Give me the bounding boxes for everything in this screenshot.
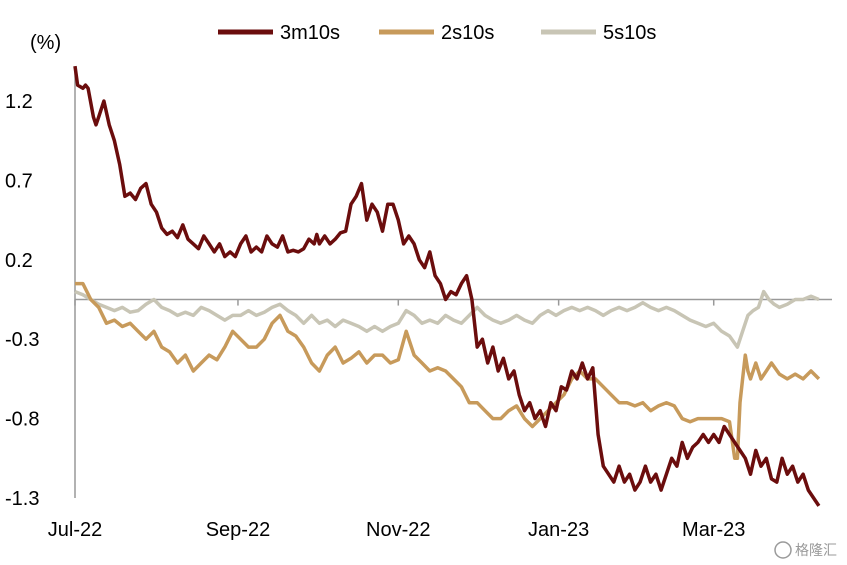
y-axis-label: (%) (30, 32, 61, 54)
x-tick-label: Nov-22 (366, 519, 430, 541)
x-axis-ticks: Jul-22 Sep-22 Nov-22 Jan-23 Mar-23 (48, 299, 745, 541)
legend-label-2s10s: 2s10s (441, 22, 494, 44)
series-line-2s10s (75, 281, 821, 461)
watermark-logo-icon (774, 541, 792, 559)
legend-label-5s10s: 5s10s (603, 22, 656, 44)
y-tick-label: 0.2 (5, 250, 33, 272)
legend: 3m10s 2s10s 5s10s (218, 22, 656, 44)
x-tick-label: Sep-22 (206, 519, 271, 541)
x-tick-label: Jul-22 (48, 519, 102, 541)
y-tick-label: -0.8 (5, 409, 39, 431)
y-tick-label: 1.2 (5, 91, 33, 113)
x-tick-label: Mar-23 (682, 519, 745, 541)
y-tick-label: -1.3 (5, 488, 39, 510)
series-line-3m10s (73, 65, 821, 507)
y-tick-label: -0.3 (5, 329, 39, 351)
watermark: 格隆汇 (774, 541, 837, 559)
series-line-5s10s (74, 289, 820, 349)
y-axis-ticks: 1.2 0.7 0.2 -0.3 -0.8 -1.3 (5, 91, 39, 510)
y-tick-label: 0.7 (5, 170, 33, 192)
x-tick-label: Jan-23 (528, 519, 589, 541)
watermark-text: 格隆汇 (795, 542, 837, 558)
series-lines (73, 65, 821, 507)
legend-label-3m10s: 3m10s (280, 22, 340, 44)
